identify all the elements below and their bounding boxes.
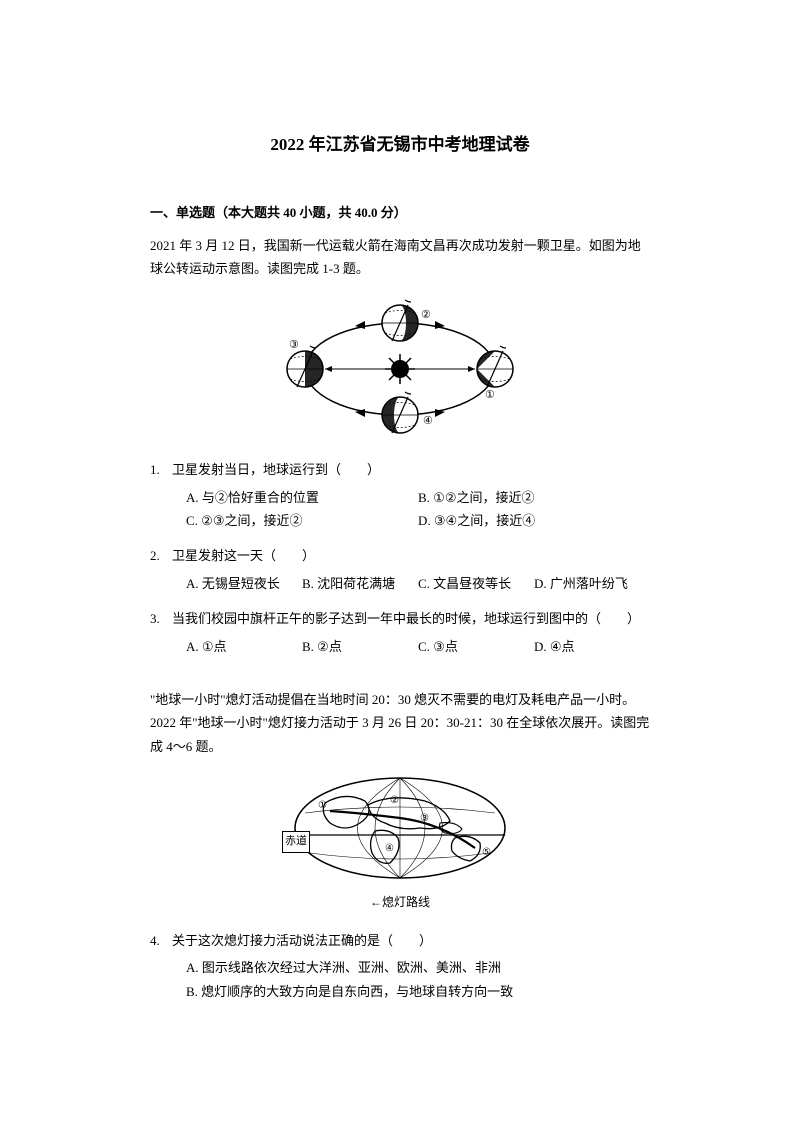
q2-text: 卫星发射这一天（ ） [172, 548, 315, 563]
svg-text:①: ① [318, 800, 327, 811]
q1-option-b: B. ①②之间，接近② [418, 486, 650, 509]
q3-options: A. ①点 B. ②点 C. ③点 D. ④点 [186, 635, 650, 658]
svg-text:②: ② [390, 795, 399, 806]
exam-title: 2022 年江苏省无锡市中考地理试卷 [150, 130, 650, 161]
svg-text:④: ④ [423, 415, 433, 427]
q3-text: 当我们校园中旗杆正午的影子达到一年中最长的时候，地球运行到图中的（ ） [172, 611, 640, 626]
q4-text: 关于这次熄灯接力活动说法正确的是（ ） [172, 933, 432, 948]
passage-2: "地球一小时"熄灯活动提倡在当地时间 20：30 熄灭不需要的电灯及耗电产品一小… [150, 688, 650, 758]
q2-option-c: C. 文昌昼夜等长 [418, 572, 534, 595]
route-arrow-label: ←熄灯路线 [290, 892, 510, 914]
q4-option-a: A. 图示线路依次经过大洋洲、亚洲、欧洲、美洲、非洲 [186, 956, 650, 979]
q4-num: 4. [150, 929, 172, 952]
equator-label: 赤道 [282, 831, 310, 853]
q1-text: 卫星发射当日，地球运行到（ ） [172, 462, 380, 477]
q3-option-a: A. ①点 [186, 635, 302, 658]
q2-num: 2. [150, 544, 172, 567]
q2-option-b: B. 沈阳荷花满塘 [302, 572, 418, 595]
svg-text:②: ② [421, 309, 431, 321]
section-header: 一、单选题（本大题共 40 小题，共 40.0 分） [150, 201, 650, 224]
world-map-diagram: 赤道 ① ② ③ ④ ⑤ [290, 773, 510, 903]
earth-orbit-diagram: ① ② ③ ④ [285, 296, 515, 436]
question-3: 3.当我们校园中旗杆正午的影子达到一年中最长的时候，地球运行到图中的（ ） [150, 607, 650, 630]
question-2: 2.卫星发射这一天（ ） [150, 544, 650, 567]
question-4: 4.关于这次熄灯接力活动说法正确的是（ ） [150, 929, 650, 952]
svg-text:①: ① [485, 389, 495, 401]
q1-num: 1. [150, 458, 172, 481]
question-1: 1.卫星发射当日，地球运行到（ ） [150, 458, 650, 481]
q1-option-c: C. ②③之间，接近② [186, 509, 418, 532]
q1-option-a: A. 与②恰好重合的位置 [186, 486, 418, 509]
passage-1: 2021 年 3 月 12 日，我国新一代运载火箭在海南文昌再次成功发射一颗卫星… [150, 234, 650, 281]
diagram-2-container: 赤道 ① ② ③ ④ ⑤ [150, 773, 650, 914]
svg-text:④: ④ [385, 843, 394, 854]
q2-option-d: D. 广州落叶纷飞 [534, 572, 650, 595]
svg-text:③: ③ [420, 813, 429, 824]
q4-options: A. 图示线路依次经过大洋洲、亚洲、欧洲、美洲、非洲 B. 熄灯顺序的大致方向是… [186, 956, 650, 1003]
q3-option-c: C. ③点 [418, 635, 534, 658]
diagram-1-container: ① ② ③ ④ [150, 296, 650, 443]
svg-text:⑤: ⑤ [482, 847, 491, 858]
q2-options: A. 无锡昼短夜长 B. 沈阳荷花满塘 C. 文昌昼夜等长 D. 广州落叶纷飞 [186, 572, 650, 595]
svg-text:③: ③ [289, 339, 299, 351]
q2-option-a: A. 无锡昼短夜长 [186, 572, 302, 595]
q4-option-b: B. 熄灯顺序的大致方向是自东向西，与地球自转方向一致 [186, 980, 650, 1003]
q3-num: 3. [150, 607, 172, 630]
q3-option-d: D. ④点 [534, 635, 650, 658]
q3-option-b: B. ②点 [302, 635, 418, 658]
q1-options: A. 与②恰好重合的位置 B. ①②之间，接近② C. ②③之间，接近② D. … [186, 486, 650, 533]
q1-option-d: D. ③④之间，接近④ [418, 509, 650, 532]
